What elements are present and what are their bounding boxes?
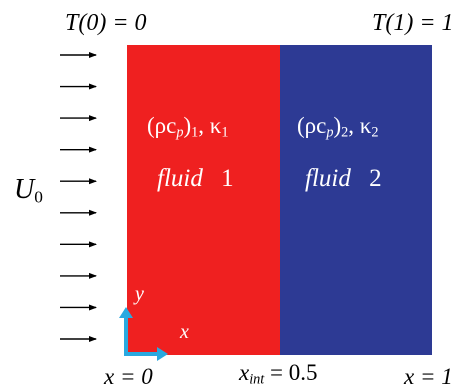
fluid2-region [280,45,432,355]
interface-var: x [239,360,249,385]
fluid1-label: fluid 1 [157,166,234,191]
x-axis-letter: x [180,321,189,343]
inflow-velocity-symbol: U [14,174,34,205]
interface-subscript: int [249,372,264,388]
left-position-label: x = 0 [104,365,153,388]
fluid2-rho-c: (ρc [297,113,326,138]
fluid2-number: 2 [369,165,382,192]
fluid1-kappa: , κ [198,113,221,138]
left-boundary-label: T(0) = 0 [65,11,147,35]
left-boundary-text: T(0) = 0 [65,10,147,36]
fluid1-close-paren: ) [183,113,191,138]
left-position-text: x = 0 [104,364,153,389]
y-axis-label: y [135,284,144,304]
fluid2-close-paren: ) [333,113,341,138]
fluid1-rho-c: (ρc [147,113,176,138]
x-axis-label: x [180,322,189,342]
interface-position-label: xint = 0.5 [239,361,318,387]
fluid1-properties: (ρcp)1, κ1 [147,114,229,140]
inflow-arrows [60,55,96,339]
fluid2-kappa: , κ [348,113,371,138]
inflow-velocity-subscript: 0 [34,187,43,206]
fluid1-name: fluid [157,165,203,192]
right-position-text: x = 1 [404,364,453,389]
inflow-velocity-label: U0 [14,176,43,206]
interface-value: = 0.5 [264,360,317,385]
right-position-label: x = 1 [404,365,453,388]
fluid2-kappa-subscript: 2 [371,125,378,141]
fluid1-number: 1 [221,165,234,192]
right-boundary-text: T(1) = 1 [372,10,454,36]
fluid1-kappa-subscript: 1 [221,125,228,141]
fluid2-name: fluid [305,165,351,192]
fluid2-label: fluid 2 [305,166,382,191]
fluid2-properties: (ρcp)2, κ2 [297,114,379,140]
fluid1-region [127,45,280,355]
right-boundary-label: T(1) = 1 [372,11,454,35]
y-axis-letter: y [135,283,144,305]
